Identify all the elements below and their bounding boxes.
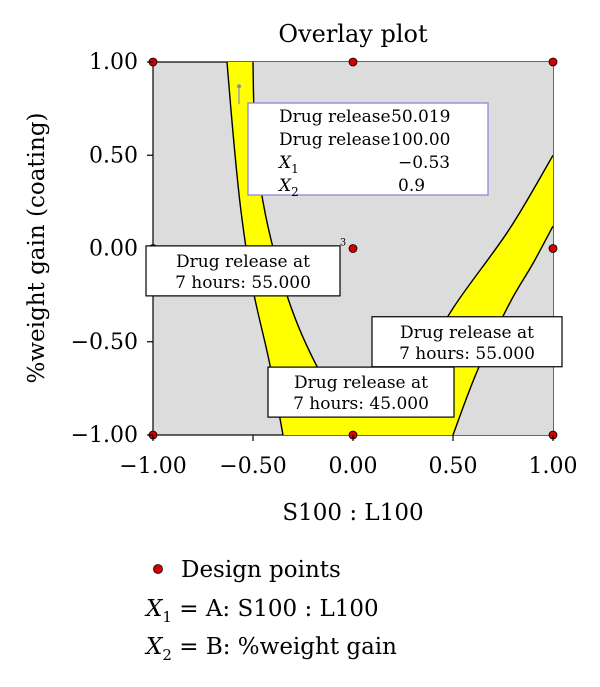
y-tick-label: 1.00 bbox=[89, 50, 138, 75]
y-tick-label: 0.50 bbox=[89, 143, 138, 168]
info-row-value: −0.53 bbox=[398, 153, 450, 173]
x-tick-label: −1.00 bbox=[119, 454, 186, 479]
contour-label-line1: Drug release at bbox=[176, 252, 310, 272]
contour-line-3 bbox=[452, 225, 553, 435]
legend-design-points-label: Design points bbox=[181, 557, 341, 583]
info-row-label: X2 bbox=[277, 176, 299, 199]
design-point bbox=[548, 57, 558, 67]
legend-variable-definition: X2 = B: %weight gain bbox=[144, 634, 397, 664]
x-axis-label: S100 : L100 bbox=[282, 500, 423, 526]
design-point bbox=[348, 57, 358, 67]
x-axis-ticks: −1.00 −0.50 0.00 0.50 1.00 bbox=[119, 435, 577, 479]
y-tick-label: 0.00 bbox=[89, 237, 138, 262]
x-tick-label: 1.00 bbox=[529, 454, 578, 479]
y-tick-label: −0.50 bbox=[71, 330, 138, 355]
contour-label-box bbox=[267, 366, 455, 418]
x-tick-label: 0.50 bbox=[429, 454, 478, 479]
design-point bbox=[348, 244, 358, 253]
contour-label: Drug release at7 hours: 45.000 bbox=[267, 366, 455, 418]
design-point bbox=[548, 244, 558, 253]
contour-label-line1: Drug release at bbox=[294, 373, 428, 393]
info-row-label: Drug release bbox=[279, 107, 391, 127]
y-axis-label: %weight gain (coating) bbox=[24, 112, 50, 383]
y-tick-label: −1.00 bbox=[71, 423, 138, 448]
contour-label: Drug release at7 hours: 55.000 bbox=[371, 316, 563, 368]
info-row-value: 100.00 bbox=[391, 130, 450, 150]
contour-label-line2: 7 hours: 55.000 bbox=[399, 344, 535, 364]
legend: Design points X1 = A: S100 : L100 X2 = B: … bbox=[144, 557, 397, 664]
contour-label-box bbox=[371, 316, 563, 368]
contour-label-line2: 7 hours: 55.000 bbox=[175, 273, 311, 293]
chart-title: Overlay plot bbox=[278, 20, 428, 48]
y-axis-ticks: 1.00 0.50 0.00 −0.50 −1.00 bbox=[71, 50, 153, 448]
contour-label-box bbox=[145, 245, 341, 297]
x-tick-label: −0.50 bbox=[219, 454, 286, 479]
legend-variable-definition: X1 = A: S100 : L100 bbox=[144, 596, 379, 626]
info-row-label: X1 bbox=[277, 153, 299, 176]
contour-label-line1: Drug release at bbox=[400, 323, 534, 343]
legend-design-point-marker bbox=[153, 564, 163, 574]
contour-label: Drug release at7 hours: 55.000 bbox=[145, 245, 341, 297]
info-row-value: 0.9 bbox=[398, 176, 425, 196]
info-row-label: Drug release bbox=[279, 130, 391, 150]
x-tick-label: 0.00 bbox=[329, 454, 378, 479]
contour-label-line2: 7 hours: 45.000 bbox=[293, 394, 429, 414]
info-row-value: 50.019 bbox=[391, 107, 450, 127]
center-point-label: 3 bbox=[340, 238, 346, 249]
info-box-frame bbox=[247, 102, 489, 196]
flag-point bbox=[237, 84, 241, 89]
